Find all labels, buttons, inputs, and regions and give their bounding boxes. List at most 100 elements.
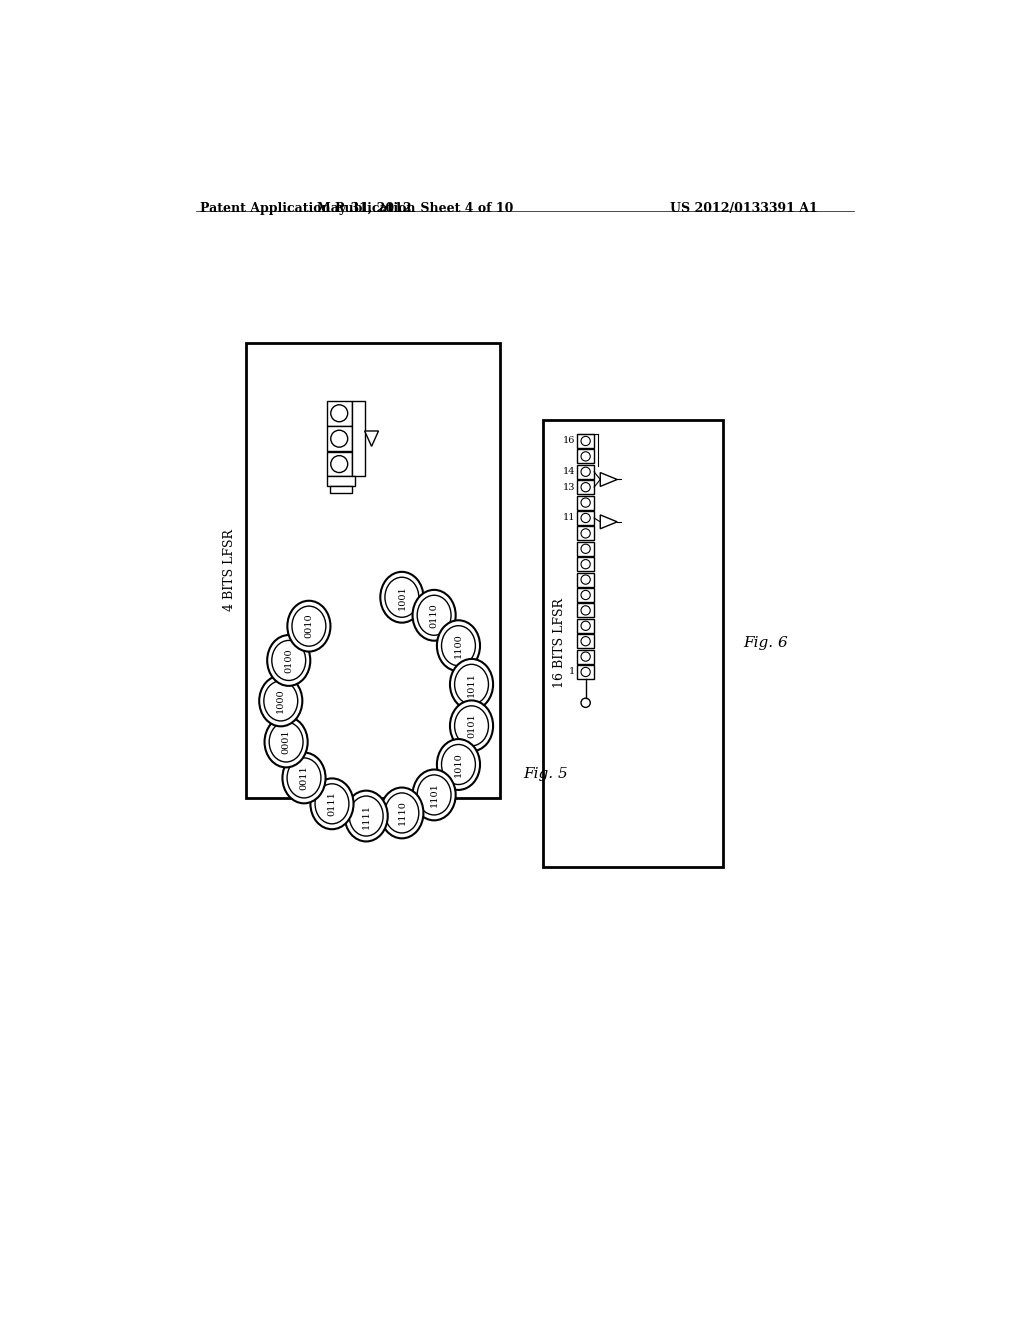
Bar <box>327 401 351 425</box>
Bar <box>578 541 594 556</box>
Ellipse shape <box>267 635 310 686</box>
Text: Fig. 5: Fig. 5 <box>523 767 568 781</box>
Text: 16 BITS LFSR: 16 BITS LFSR <box>553 598 566 689</box>
Circle shape <box>581 576 590 585</box>
Ellipse shape <box>345 791 388 841</box>
Ellipse shape <box>413 590 456 640</box>
Ellipse shape <box>437 620 480 671</box>
Ellipse shape <box>264 717 307 767</box>
Circle shape <box>581 437 590 446</box>
Circle shape <box>331 405 348 422</box>
Text: 0011: 0011 <box>299 766 308 791</box>
Text: 0010: 0010 <box>304 614 313 639</box>
Polygon shape <box>365 430 379 446</box>
Ellipse shape <box>380 572 424 623</box>
Text: 1011: 1011 <box>467 672 476 697</box>
Polygon shape <box>600 473 617 487</box>
Ellipse shape <box>455 664 488 705</box>
Text: 0001: 0001 <box>282 730 291 754</box>
Ellipse shape <box>441 744 475 784</box>
Text: 0111: 0111 <box>328 792 337 816</box>
Bar <box>578 465 594 479</box>
Circle shape <box>581 483 590 492</box>
Circle shape <box>581 467 590 477</box>
Circle shape <box>581 590 590 599</box>
Ellipse shape <box>417 595 451 635</box>
Text: 1010: 1010 <box>454 752 463 777</box>
Bar <box>578 527 594 540</box>
Bar <box>578 635 594 648</box>
Ellipse shape <box>450 701 494 751</box>
Text: 11: 11 <box>562 513 574 523</box>
Text: 1: 1 <box>568 668 574 676</box>
Circle shape <box>581 513 590 523</box>
Ellipse shape <box>315 784 349 824</box>
Ellipse shape <box>310 779 353 829</box>
Bar <box>578 557 594 572</box>
Polygon shape <box>600 515 617 529</box>
Bar <box>578 495 594 510</box>
Ellipse shape <box>455 706 488 746</box>
Text: 4 BITS LFSR: 4 BITS LFSR <box>222 529 236 611</box>
Bar <box>327 477 354 486</box>
Ellipse shape <box>441 626 475 665</box>
Circle shape <box>581 636 590 645</box>
Circle shape <box>581 560 590 569</box>
Circle shape <box>581 698 590 708</box>
Ellipse shape <box>287 758 321 799</box>
Circle shape <box>581 668 590 677</box>
Bar <box>543 420 724 867</box>
Ellipse shape <box>269 722 303 762</box>
Bar <box>330 486 351 494</box>
Ellipse shape <box>417 775 451 814</box>
Text: 1111: 1111 <box>361 804 371 829</box>
Circle shape <box>581 622 590 631</box>
Bar <box>327 451 351 477</box>
Bar <box>578 589 594 602</box>
Bar <box>327 426 351 451</box>
Ellipse shape <box>292 606 326 647</box>
Bar <box>578 511 594 525</box>
Text: 1100: 1100 <box>454 634 463 659</box>
Bar <box>578 603 594 618</box>
Bar <box>578 619 594 632</box>
Bar <box>578 649 594 664</box>
Ellipse shape <box>349 796 383 836</box>
Ellipse shape <box>385 793 419 833</box>
Text: Patent Application Publication: Patent Application Publication <box>200 202 416 215</box>
Circle shape <box>581 606 590 615</box>
Bar <box>351 401 366 477</box>
Ellipse shape <box>380 788 424 838</box>
Text: 14: 14 <box>562 467 574 477</box>
Text: 1110: 1110 <box>397 800 407 825</box>
Text: May 31, 2012  Sheet 4 of 10: May 31, 2012 Sheet 4 of 10 <box>317 202 514 215</box>
Ellipse shape <box>283 752 326 804</box>
Text: 1000: 1000 <box>276 689 286 713</box>
Ellipse shape <box>264 681 298 721</box>
Circle shape <box>581 529 590 539</box>
Text: 13: 13 <box>562 483 574 491</box>
Ellipse shape <box>271 640 306 681</box>
Text: 1101: 1101 <box>430 783 438 808</box>
Circle shape <box>331 430 348 447</box>
Text: 1001: 1001 <box>397 585 407 610</box>
Text: 0101: 0101 <box>467 714 476 738</box>
Bar <box>578 450 594 463</box>
Ellipse shape <box>259 676 302 726</box>
Circle shape <box>581 544 590 553</box>
Ellipse shape <box>288 601 331 652</box>
Text: Fig. 6: Fig. 6 <box>743 636 788 651</box>
Ellipse shape <box>413 770 456 820</box>
Circle shape <box>331 455 348 473</box>
Text: 0100: 0100 <box>285 648 293 673</box>
Bar <box>578 434 594 447</box>
Ellipse shape <box>450 659 494 710</box>
Text: 0110: 0110 <box>430 603 438 627</box>
Bar <box>246 343 500 797</box>
Bar <box>578 480 594 494</box>
Text: 16: 16 <box>562 437 574 445</box>
Bar <box>578 665 594 678</box>
Ellipse shape <box>437 739 480 789</box>
Bar <box>578 573 594 586</box>
Circle shape <box>581 652 590 661</box>
